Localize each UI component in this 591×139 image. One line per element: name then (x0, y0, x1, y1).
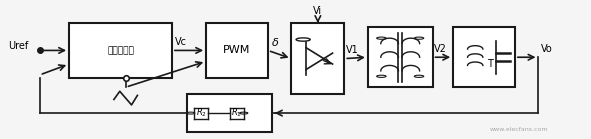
Text: $R_2$: $R_2$ (196, 107, 207, 119)
Bar (187, 94, 272, 132)
Text: Uref: Uref (8, 41, 29, 51)
Text: V1: V1 (346, 45, 359, 55)
Bar (368, 27, 433, 87)
Text: $\delta$: $\delta$ (271, 36, 279, 48)
Text: 误差放大器: 误差放大器 (107, 46, 134, 55)
Text: Vi: Vi (313, 6, 323, 16)
Text: $R_1$: $R_1$ (231, 107, 242, 119)
Text: Vc: Vc (175, 37, 187, 47)
Text: www.elecfans.com: www.elecfans.com (490, 127, 548, 132)
Bar (291, 23, 345, 94)
Bar (453, 27, 515, 87)
Text: V2: V2 (434, 44, 447, 54)
Bar (69, 23, 172, 78)
Text: Vo: Vo (541, 44, 553, 54)
Text: PWM: PWM (223, 45, 251, 55)
Bar (206, 23, 268, 78)
Text: T: T (487, 59, 493, 69)
